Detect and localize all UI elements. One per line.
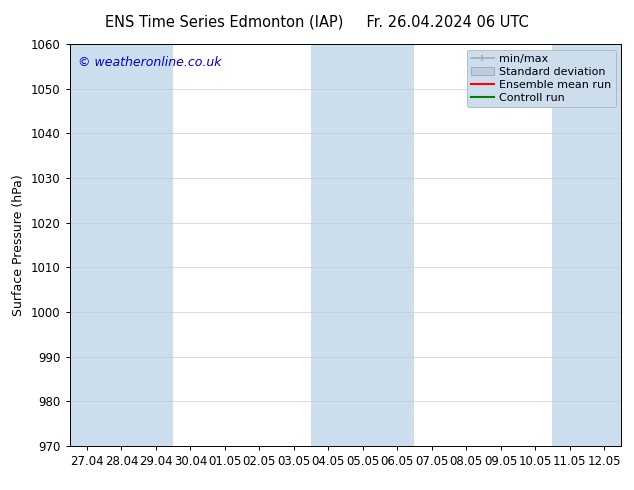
Y-axis label: Surface Pressure (hPa): Surface Pressure (hPa) bbox=[13, 174, 25, 316]
Text: © weatheronline.co.uk: © weatheronline.co.uk bbox=[78, 56, 221, 69]
Text: ENS Time Series Edmonton (IAP)     Fr. 26.04.2024 06 UTC: ENS Time Series Edmonton (IAP) Fr. 26.04… bbox=[105, 15, 529, 30]
Bar bbox=[552, 44, 621, 446]
Bar bbox=[311, 44, 415, 446]
Bar bbox=[70, 44, 173, 446]
Legend: min/max, Standard deviation, Ensemble mean run, Controll run: min/max, Standard deviation, Ensemble me… bbox=[467, 49, 616, 107]
